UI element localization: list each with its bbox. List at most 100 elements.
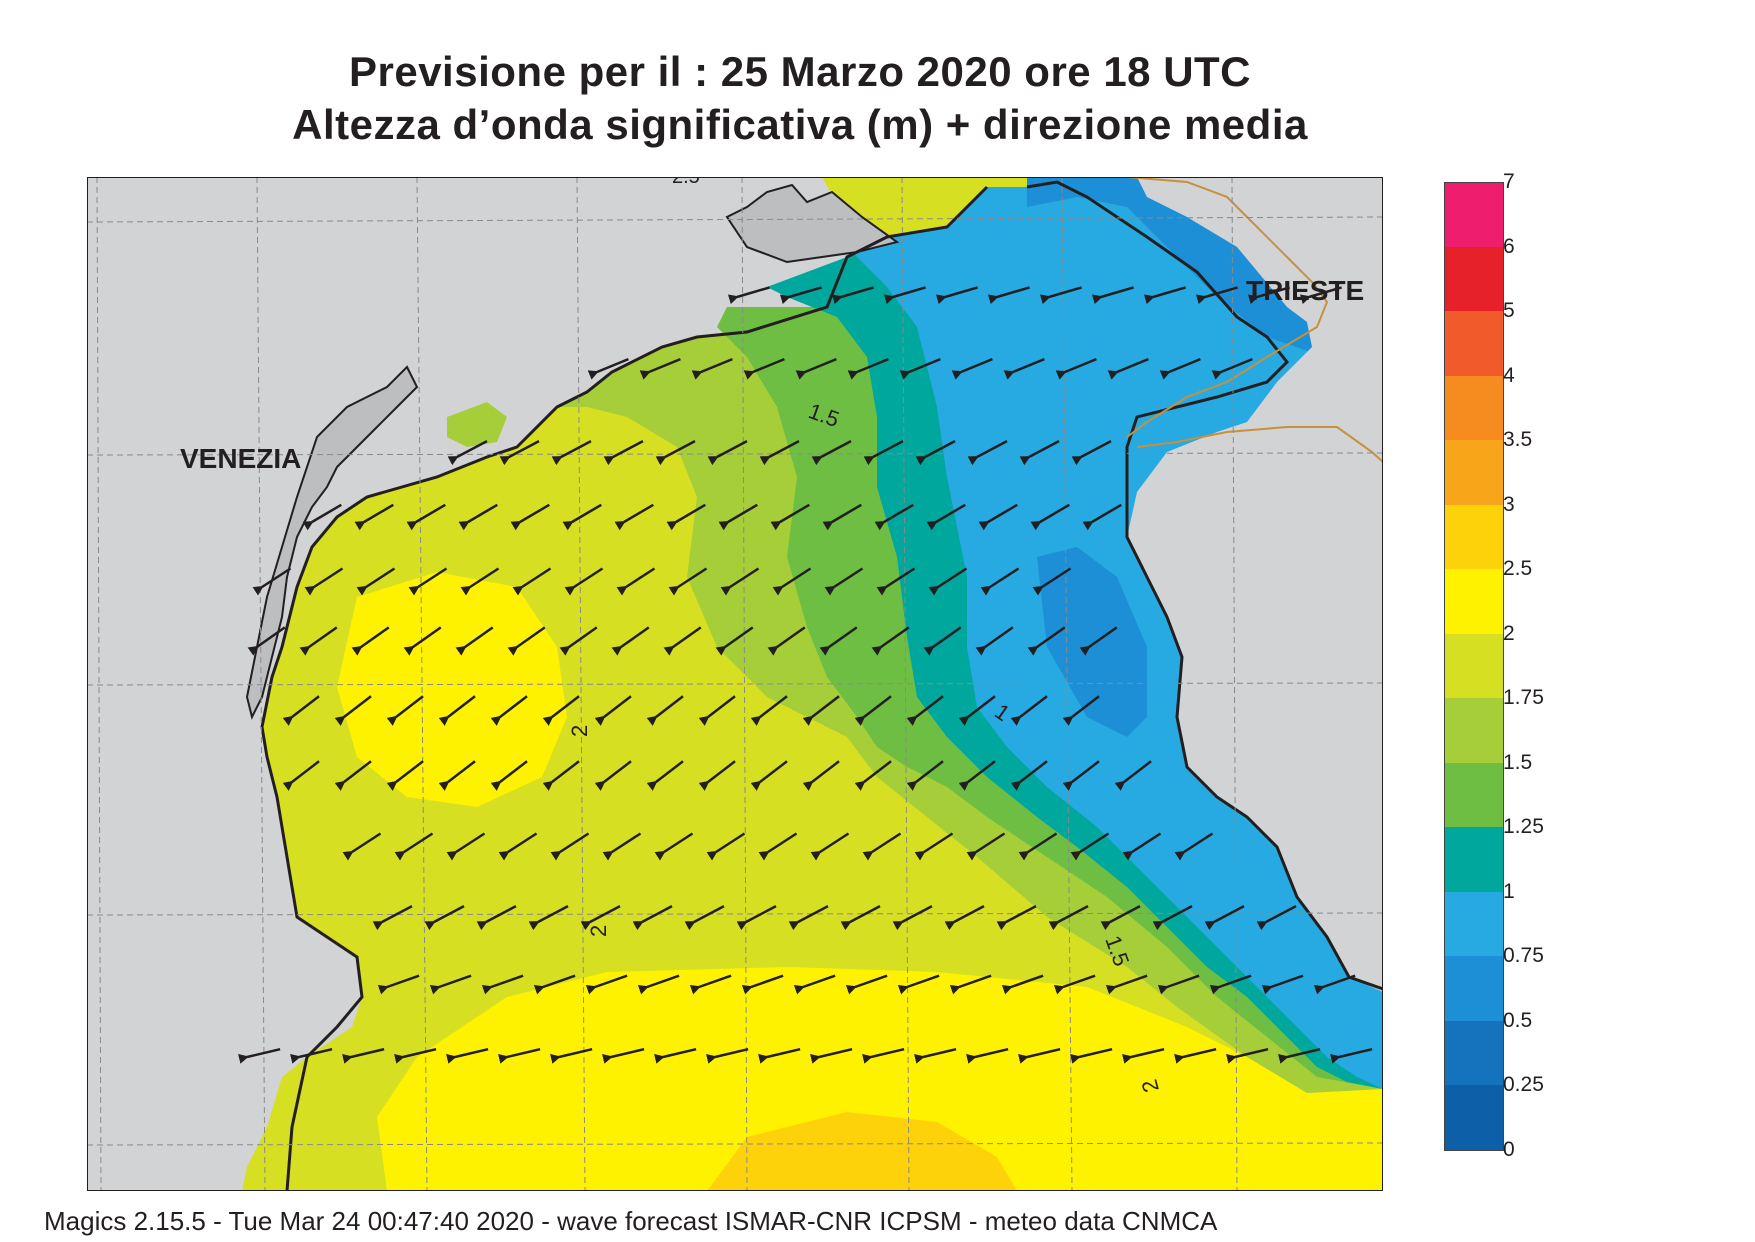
wave-arrow — [507, 626, 546, 656]
wave-arrow — [718, 503, 758, 531]
wave-arrow — [438, 695, 476, 726]
wave-arrow — [1048, 904, 1089, 931]
wave-arrow — [847, 357, 889, 380]
wave-arrow — [490, 760, 528, 791]
wave-arrow — [302, 503, 342, 531]
wave-arrow — [1100, 904, 1141, 931]
wave-arrow — [1299, 286, 1342, 305]
wave-arrow — [585, 974, 628, 995]
wave-arrow — [351, 626, 390, 656]
wave-arrow — [741, 974, 784, 995]
contour-2-center — [337, 572, 567, 807]
land-east — [1127, 177, 1383, 992]
wave-arrow — [334, 695, 372, 726]
wave-arrow — [646, 760, 684, 791]
contour-label-top-edge: 2.5 — [672, 177, 700, 188]
wave-arrow — [1209, 974, 1252, 995]
wave-arrow — [1107, 357, 1149, 380]
wave-arrow — [1030, 503, 1070, 531]
wave-arrow — [802, 760, 840, 791]
wave-arrow — [1019, 439, 1060, 466]
wave-arrow — [750, 760, 788, 791]
wave-arrow — [602, 1047, 645, 1064]
wave-arrow — [654, 1047, 697, 1064]
wave-arrow — [616, 567, 656, 596]
legend-swatch — [1444, 375, 1504, 441]
wave-arrow — [706, 1047, 749, 1064]
wave-arrow — [802, 695, 840, 726]
footer-credits: Magics 2.15.5 - Tue Mar 24 00:47:40 2020… — [44, 1206, 1218, 1236]
map-frame-border — [87, 177, 1383, 1191]
wave-arrow — [1070, 1047, 1113, 1064]
legend-swatch — [1444, 1085, 1504, 1152]
wave-arrow — [854, 760, 892, 791]
wave-arrow — [698, 695, 736, 726]
wave-arrow — [944, 904, 985, 931]
wave-arrow — [1204, 904, 1245, 931]
wave-arrow — [447, 439, 488, 466]
wave-arrow — [958, 695, 996, 726]
wave-arrow — [304, 567, 344, 596]
wave-arrow — [354, 503, 394, 531]
wave-arrow — [958, 760, 996, 791]
map-subtitle: Altezza d’onda significativa (m) + direz… — [292, 101, 1308, 148]
wave-arrow — [810, 832, 850, 861]
wave-arrow — [840, 904, 881, 931]
wave-arrow — [1062, 760, 1100, 791]
wave-arrow — [987, 286, 1030, 305]
wave-arrow — [614, 503, 654, 531]
wave-arrow — [1122, 1047, 1165, 1064]
wave-arrow — [334, 760, 372, 791]
wave-arrow — [707, 439, 748, 466]
wave-arrow — [684, 904, 725, 931]
wave-arrow — [845, 974, 888, 995]
wave-arrow — [928, 567, 968, 596]
wave-arrow — [455, 626, 494, 656]
wave-arrow — [1055, 357, 1097, 380]
wave-arrow — [770, 503, 810, 531]
wave-arrow — [498, 1047, 541, 1064]
wave-arrow — [863, 439, 904, 466]
legend-label: 6 — [1503, 234, 1515, 258]
wave-arrow — [951, 357, 993, 380]
wave-arrow — [372, 904, 413, 931]
wave-arrow — [966, 1047, 1009, 1064]
wave-arrow — [1174, 1047, 1217, 1064]
legend-swatch — [1444, 440, 1504, 506]
map-title: Previsione per il : 25 Marzo 2020 ore 18… — [348, 48, 1252, 95]
legend-swatch — [1444, 311, 1504, 377]
wave-arrow — [736, 904, 777, 931]
wave-arrow — [587, 357, 629, 380]
wave-arrow — [342, 832, 382, 861]
land-west — [87, 177, 727, 1191]
wave-arrow — [533, 974, 576, 995]
wave-arrow — [238, 1047, 281, 1064]
wave-arrow — [793, 974, 836, 995]
wave-arrow — [252, 567, 292, 596]
wave-arrow — [1010, 695, 1048, 726]
wave-arrow — [854, 695, 892, 726]
wave-arrow — [394, 1047, 437, 1064]
wave-arrow — [862, 832, 902, 861]
color-legend — [1444, 182, 1504, 1152]
wave-arrow — [1001, 974, 1044, 995]
wave-arrow — [899, 357, 941, 380]
coastline-east — [1026, 180, 1383, 991]
wave-arrow — [446, 1047, 489, 1064]
legend-swatch — [1444, 182, 1504, 249]
wave-arrow — [706, 832, 746, 861]
wave-arrow — [996, 904, 1037, 931]
wave-arrow — [727, 286, 770, 305]
wave-arrow — [458, 503, 498, 531]
legend-label: 0.75 — [1503, 944, 1544, 968]
wave-arrow — [377, 974, 420, 995]
wave-arrow — [632, 904, 673, 931]
wave-arrow — [767, 626, 806, 656]
wave-arrow — [594, 760, 632, 791]
wave-arrow — [394, 832, 434, 861]
wave-arrow — [1032, 567, 1072, 596]
map-canvas: 1.5 2 1 2 1.5 2 2.5 — [87, 177, 1383, 1191]
wave-arrow — [1211, 357, 1253, 380]
wave-arrow — [1053, 974, 1096, 995]
wave-arrow — [822, 503, 862, 531]
